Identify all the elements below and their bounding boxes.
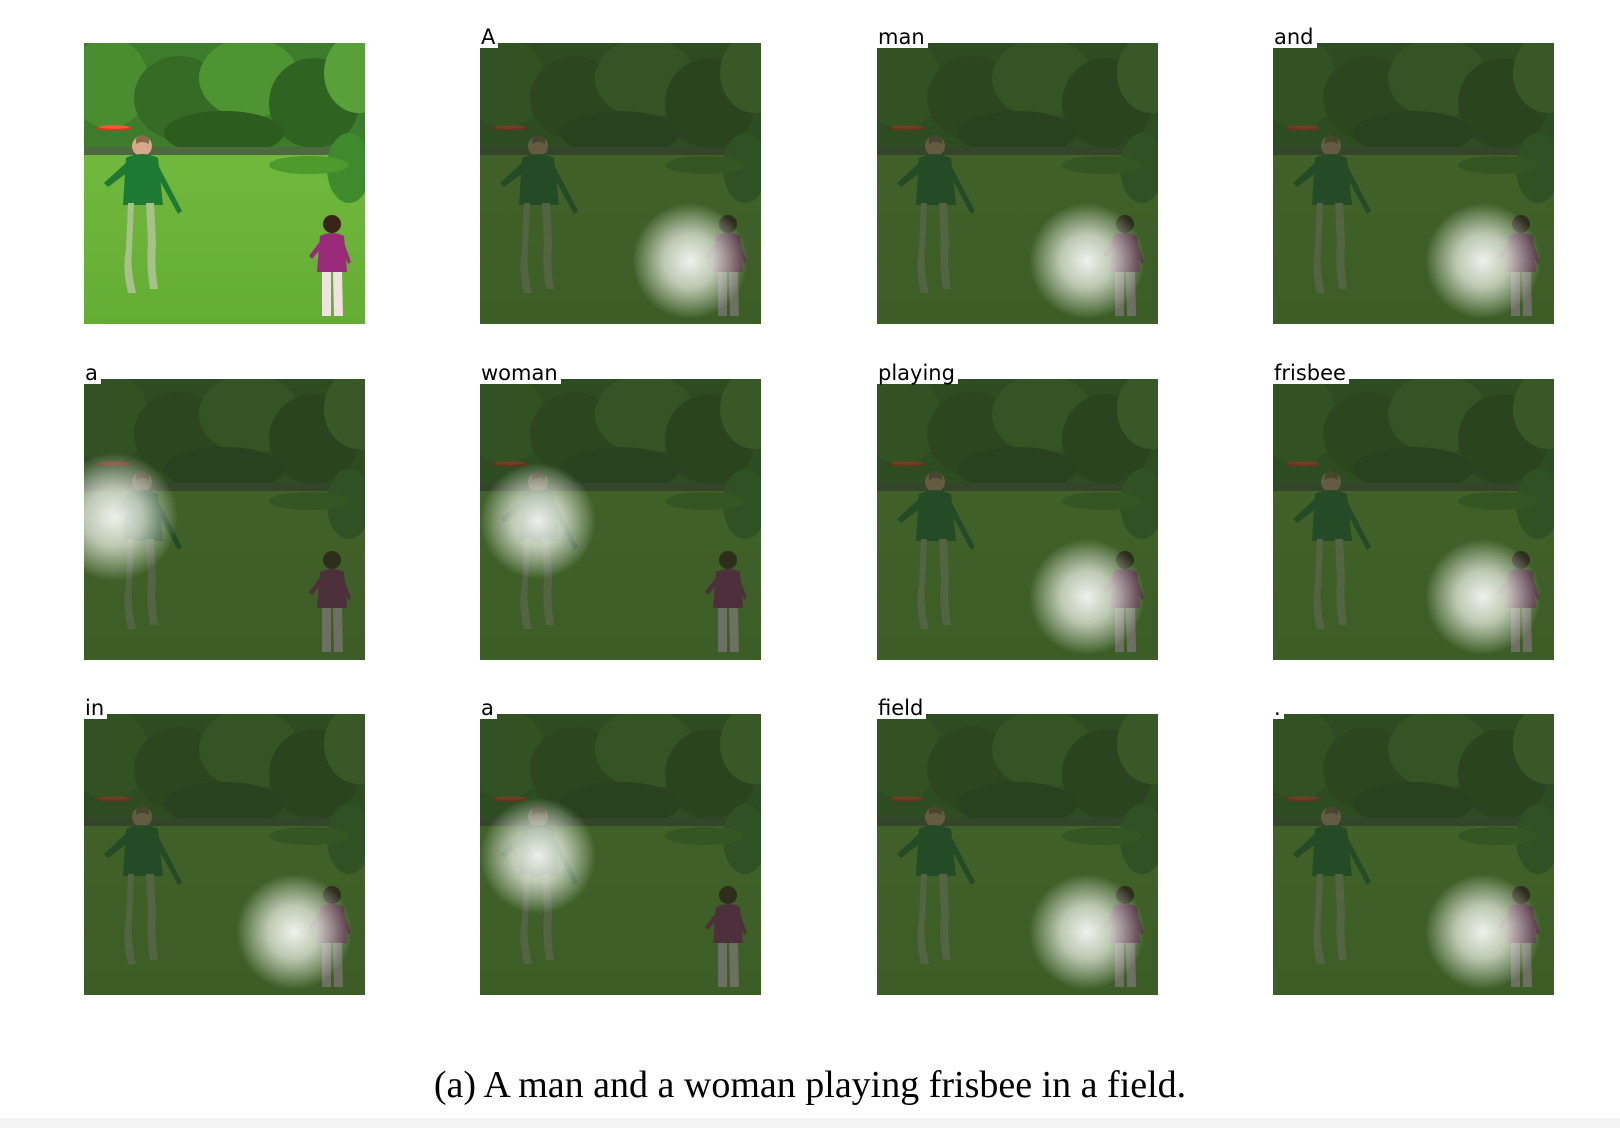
- panel-word-5: woman: [480, 362, 561, 384]
- attention-map-3: [1273, 43, 1554, 324]
- attention-spot: [1425, 874, 1541, 990]
- original-image: [84, 43, 365, 324]
- attention-map-1: [480, 43, 761, 324]
- panel-word-9: a: [480, 697, 497, 719]
- attention-map-10: [877, 714, 1158, 995]
- panel-word-2: man: [877, 26, 928, 48]
- panel-word-4: a: [84, 362, 101, 384]
- panel-word-11: .: [1273, 697, 1284, 719]
- attention-spot: [1029, 874, 1145, 990]
- attention-panel-8: [84, 714, 365, 995]
- page-bottom-edge: [0, 1118, 1620, 1128]
- attention-map-6: [877, 379, 1158, 660]
- panel-word-8: in: [84, 697, 108, 719]
- attention-panel-3: [1273, 43, 1554, 324]
- attention-map-2: [877, 43, 1158, 324]
- panel-word-10: field: [877, 697, 927, 719]
- attention-spot: [1425, 539, 1541, 655]
- panel-word-1: A: [480, 26, 499, 48]
- attention-panel-5: [480, 379, 761, 660]
- attention-panel-2: [877, 43, 1158, 324]
- attention-panel-11: [1273, 714, 1554, 995]
- photo-original: [84, 43, 365, 324]
- attention-spot: [480, 798, 596, 914]
- attention-spot: [632, 203, 748, 319]
- panel-word-7: frisbee: [1273, 362, 1349, 384]
- attention-spot: [480, 463, 596, 579]
- attention-panel-7: [1273, 379, 1554, 660]
- panel-word-3: and: [1273, 26, 1317, 48]
- attention-spot: [1029, 539, 1145, 655]
- attention-map-7: [1273, 379, 1554, 660]
- attention-map-11: [1273, 714, 1554, 995]
- attention-map-5: [480, 379, 761, 660]
- attention-panel-9: [480, 714, 761, 995]
- attention-spot: [84, 453, 178, 581]
- attention-panel-6: [877, 379, 1158, 660]
- figure-caption: (a) A man and a woman playing frisbee in…: [433, 1064, 1187, 1106]
- attention-panel-1: [480, 43, 761, 324]
- panel-word-6: playing: [877, 362, 958, 384]
- attention-spot: [1029, 203, 1145, 319]
- attention-panel-10: [877, 714, 1158, 995]
- attention-spot: [1425, 203, 1541, 319]
- attention-panel-4: [84, 379, 365, 660]
- attention-spot: [236, 874, 352, 990]
- attention-map-4: [84, 379, 365, 660]
- attention-map-9: [480, 714, 761, 995]
- attention-map-8: [84, 714, 365, 995]
